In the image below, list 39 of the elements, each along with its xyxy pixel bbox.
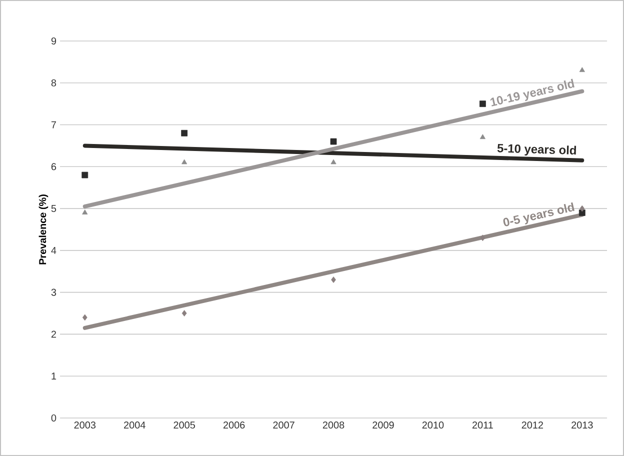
x-tick-label: 2006 xyxy=(223,422,245,429)
y-tick-label: 8 xyxy=(51,79,56,86)
point xyxy=(82,314,88,321)
y-tick-label: 7 xyxy=(51,121,56,128)
point xyxy=(330,159,336,164)
point xyxy=(182,310,187,316)
point xyxy=(330,138,337,145)
x-tick-label: 2013 xyxy=(572,422,593,429)
text: 10-19 years old xyxy=(490,78,574,106)
series-label: 5-10 years old xyxy=(497,144,576,156)
point xyxy=(82,210,88,214)
x-tick-label: 2012 xyxy=(522,422,543,429)
y-tick-label: 3 xyxy=(51,288,56,296)
point xyxy=(480,234,486,242)
x-tick-label: 2008 xyxy=(322,422,344,429)
point xyxy=(82,172,88,178)
y-tick-label: 1 xyxy=(52,372,56,380)
point xyxy=(331,276,336,283)
y-tick-label: 6 xyxy=(51,163,56,170)
point xyxy=(480,100,486,108)
x-tick-label: 2003 xyxy=(74,422,96,429)
point xyxy=(181,130,188,136)
x-tick-label: 2004 xyxy=(124,422,146,429)
x-tick-label: 2005 xyxy=(174,422,195,429)
y-tick-label: 2 xyxy=(51,330,56,338)
x-tick-label: 2009 xyxy=(372,422,394,429)
point xyxy=(182,159,188,164)
x-tick-label: 2010 xyxy=(422,422,444,429)
x-tick-label: 2011 xyxy=(472,422,493,429)
y-tick-label: 4 xyxy=(51,247,56,254)
y-axis-title: Prevalence (%) xyxy=(38,194,48,264)
x-tick-label: 2007 xyxy=(273,422,294,429)
point xyxy=(480,134,486,140)
point xyxy=(580,205,585,212)
text: 0-5 years old xyxy=(503,202,575,226)
y-tick-label: 9 xyxy=(51,37,56,45)
y-tick-label: 0 xyxy=(51,414,56,422)
point xyxy=(579,67,585,72)
y-tick-label: 5 xyxy=(51,205,56,212)
